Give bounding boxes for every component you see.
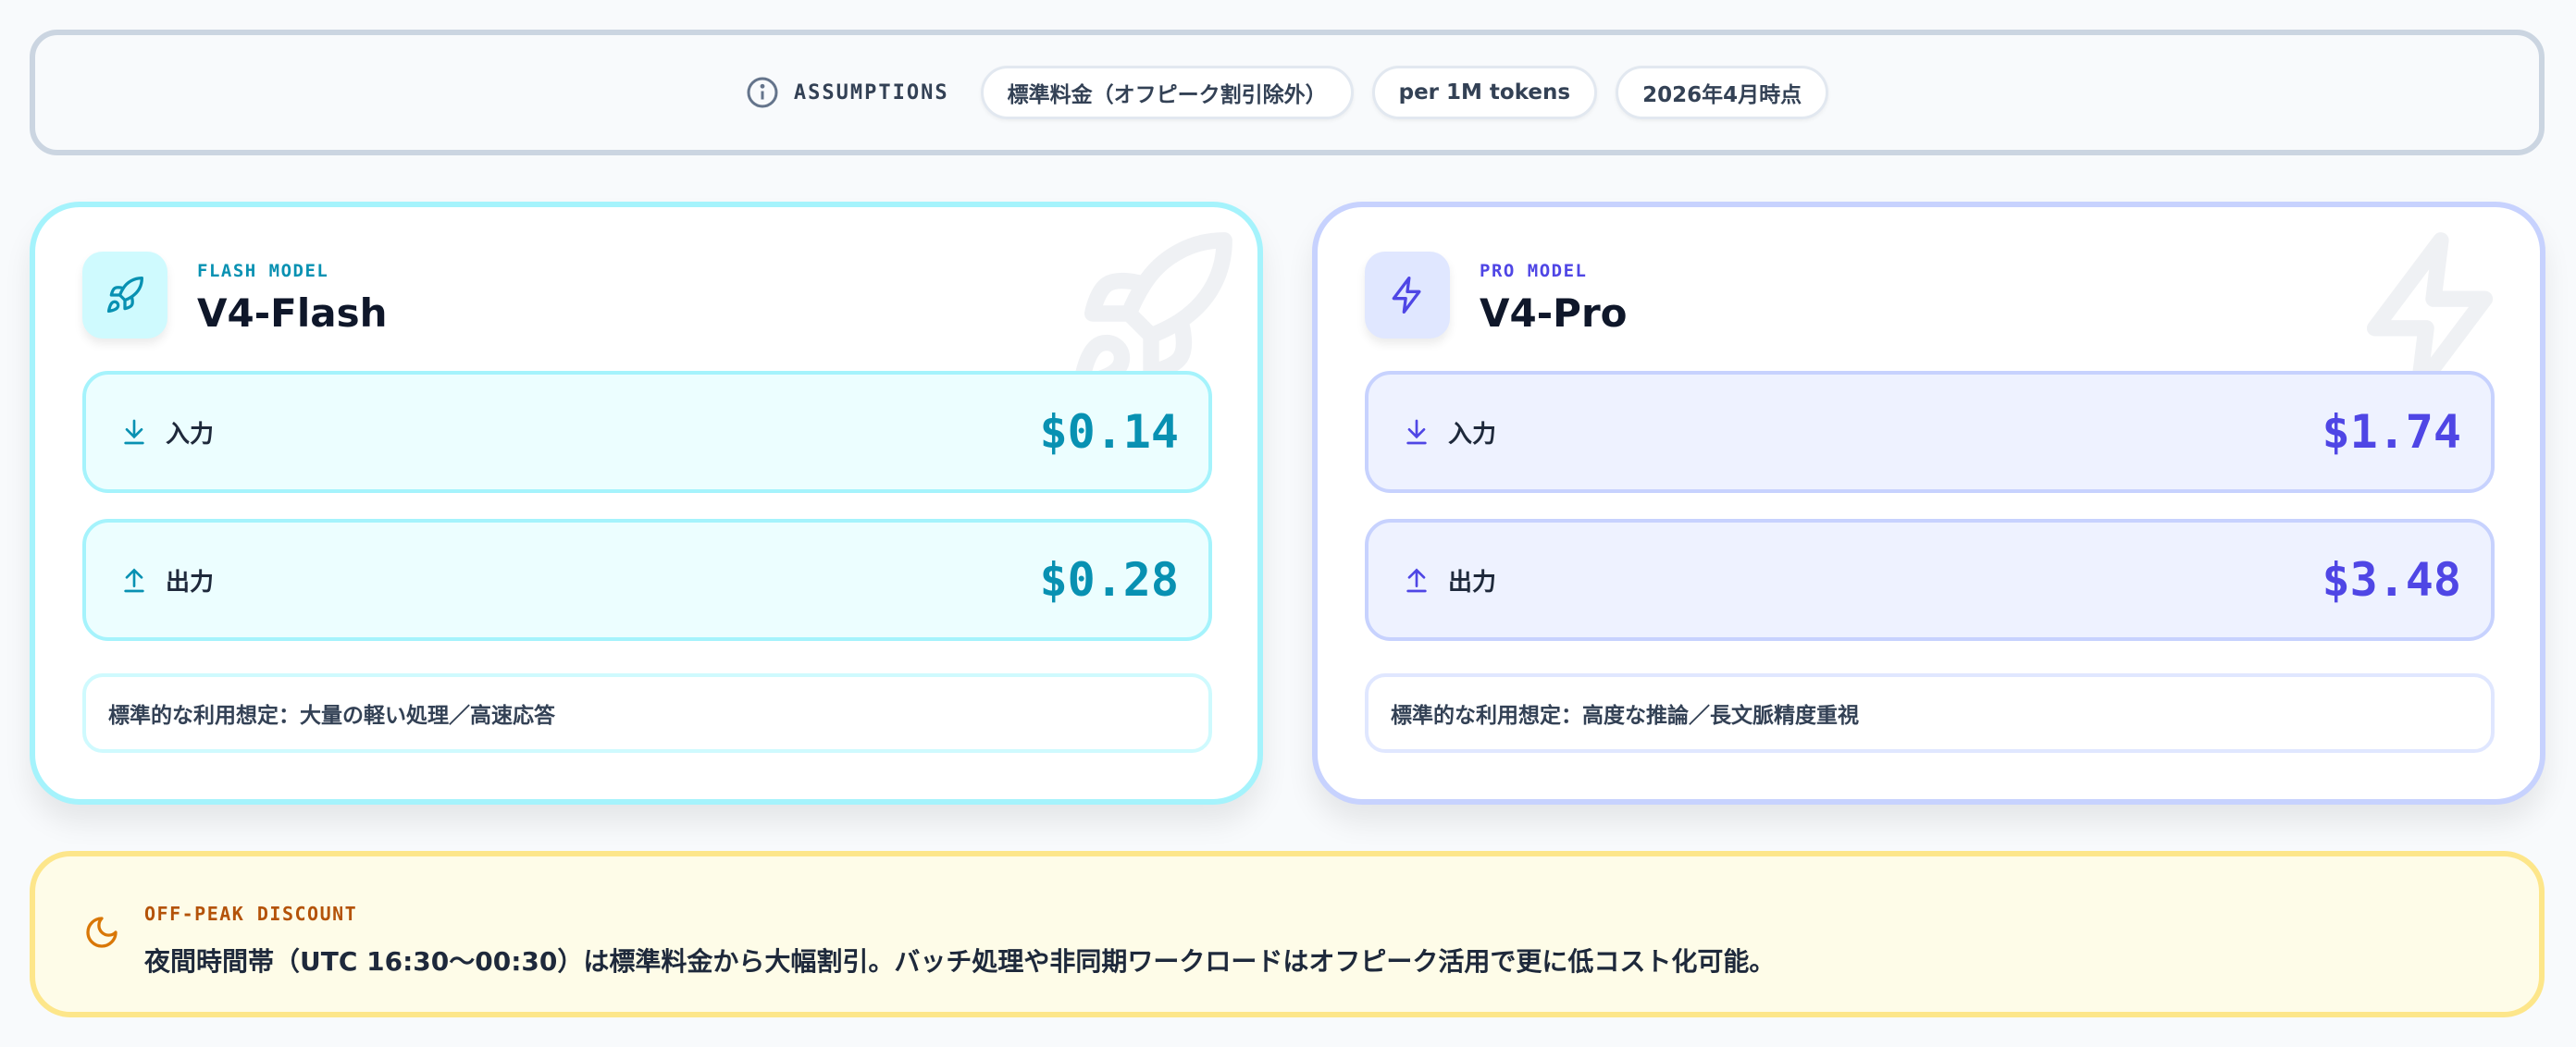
assumption-pill-unit: per 1M tokens: [1371, 66, 1598, 119]
input-label: 入力: [1448, 420, 1497, 449]
input-label: 入力: [166, 420, 215, 449]
assumptions-label: ASSUMPTIONS: [793, 80, 949, 105]
arrow-up-icon: [124, 568, 144, 593]
model-kind-label: FLASH MODEL: [197, 261, 329, 281]
input-price-row: 入力 $1.74: [1365, 371, 2495, 493]
model-card-flash: FLASH MODEL V4-Flash 入力 $0.14 出力 $0.28 標…: [30, 202, 1263, 805]
input-price: $0.14: [1039, 405, 1179, 459]
output-price-row: 出力 $3.48: [1365, 519, 2495, 641]
output-label: 出力: [166, 568, 215, 597]
model-icon-box: [1365, 252, 1450, 339]
rocket-icon: [106, 277, 143, 314]
input-price: $1.74: [2322, 405, 2461, 459]
assumptions-bar: ASSUMPTIONS 標準料金（オフピーク割引除外） per 1M token…: [30, 30, 2545, 155]
moon-icon: [86, 917, 118, 948]
offpeak-discount-banner: OFF-PEAK DISCOUNT 夜間時間帯（UTC 16:30〜00:30）…: [30, 851, 2545, 1017]
input-price-row: 入力 $0.14: [82, 371, 1212, 493]
model-name: V4-Flash: [197, 290, 388, 336]
arrow-down-icon: [124, 419, 144, 445]
assumption-pill-date: 2026年4月時点: [1616, 66, 1829, 119]
arrow-down-icon: [1406, 419, 1427, 445]
assumptions-header: ASSUMPTIONS: [746, 76, 949, 109]
lightning-icon: [1392, 277, 1421, 314]
usage-note: 標準的な利用想定：高度な推論／長文脈精度重視: [1365, 673, 2495, 753]
usage-note: 標準的な利用想定：大量の軽い処理／高速応答: [82, 673, 1212, 753]
output-price: $0.28: [1039, 553, 1179, 607]
offpeak-label: OFF-PEAK DISCOUNT: [144, 903, 358, 925]
output-price-row: 出力 $0.28: [82, 519, 1212, 641]
assumption-pill-pricing: 標準料金（オフピーク割引除外）: [980, 66, 1354, 119]
info-icon: [747, 77, 778, 108]
model-card-pro: PRO MODEL V4-Pro 入力 $1.74 出力 $3.48 標準的な利…: [1312, 202, 2545, 805]
offpeak-description: 夜間時間帯（UTC 16:30〜00:30）は標準料金から大幅割引。バッチ処理や…: [144, 946, 1776, 977]
arrow-up-icon: [1406, 568, 1427, 593]
model-icon-box: [82, 252, 167, 339]
model-kind-label: PRO MODEL: [1480, 261, 1588, 281]
output-price: $3.48: [2322, 553, 2461, 607]
model-name: V4-Pro: [1480, 290, 1628, 336]
output-label: 出力: [1448, 568, 1497, 597]
